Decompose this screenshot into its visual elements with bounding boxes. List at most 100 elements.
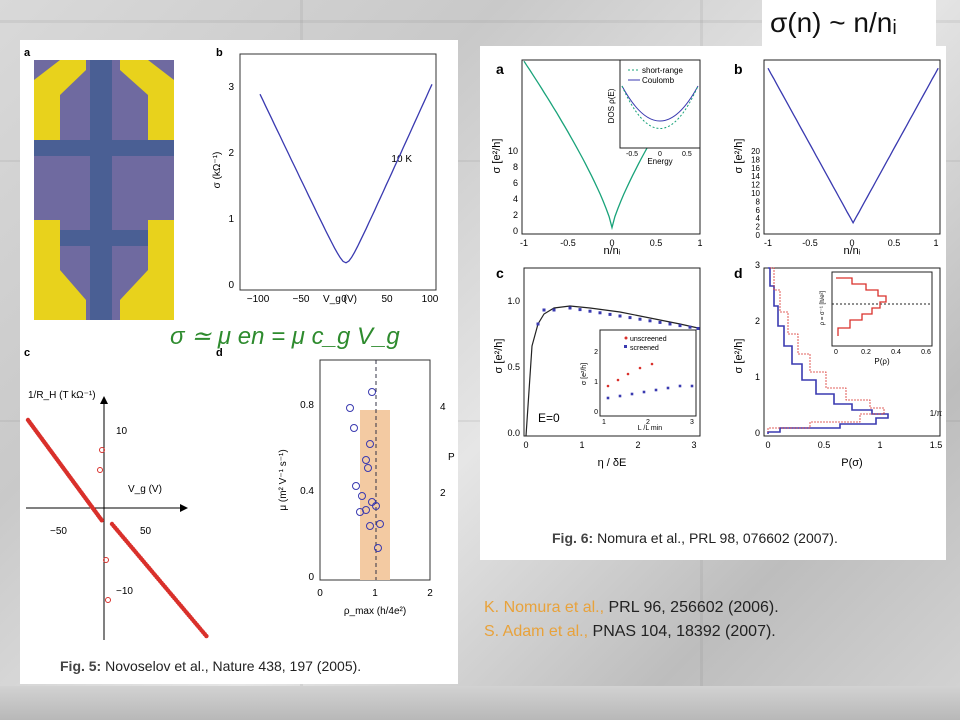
fig6-c-inset-point-blue <box>630 392 634 396</box>
fig6-d-ytick: 3 <box>755 260 760 270</box>
fig6-a-ytick: 10 <box>508 146 518 156</box>
fig6-c-annotation: E=0 <box>538 411 560 425</box>
fig6-a-xtick: 1 <box>697 238 702 248</box>
fig5-d-ticks: 0 1 2 0 0.4 0.8 2 4 <box>300 400 446 599</box>
reference-1: K. Nomura et al., PRL 96, 256602 (2006). <box>484 596 779 620</box>
fig6-c-inset-legend-swatch-2 <box>624 345 627 348</box>
fig6-b-ytick: 8 <box>756 197 761 206</box>
fig6-a-ytick: 2 <box>513 210 518 220</box>
fig5-d-point <box>366 440 374 448</box>
fig5-c-open-point <box>105 597 111 603</box>
fig6-d-inset-xtick: 0 <box>834 349 838 356</box>
fig5-c-tick-10: 10 <box>116 426 128 437</box>
fig5-b-xticks: −100 −50 0 50 100 <box>247 294 439 305</box>
fig6-c-inset-ytick: 2 <box>594 349 598 356</box>
fig6-c-xlabel: η / δE <box>598 457 627 469</box>
fig5-d-point <box>350 424 358 432</box>
fig5-d-label: d <box>216 347 223 359</box>
fig6-c-inset-legend-1: unscreened <box>630 336 667 343</box>
fig6-c-point <box>598 311 602 315</box>
fig6-b-xtick: 0.5 <box>888 238 901 248</box>
fig6-c-ytick: 0.5 <box>507 362 520 372</box>
fig6-c-inset-point-blue <box>642 390 646 394</box>
fig5-d-histogram <box>360 410 390 580</box>
fig6-d-label: d <box>734 265 743 281</box>
fig5-c-open-point <box>99 447 105 453</box>
fig5-b-curve <box>259 84 433 264</box>
fig6-d-histogram-unscreened <box>767 267 885 432</box>
fig6-b-ytick: 14 <box>751 172 760 181</box>
fig5-caption-label: Fig. 5: <box>60 658 102 674</box>
fig6-c-inset-ytick: 1 <box>594 379 598 386</box>
fig6-b-xtick: 1 <box>933 238 938 248</box>
fig6-c-xtick: 2 <box>635 440 640 450</box>
fig6-a-inset-legend-2: Coulomb <box>642 76 675 85</box>
fig5-c-xlabel: V_g (V) <box>128 484 162 495</box>
fig6-b-xtick: -1 <box>764 238 772 248</box>
fig6-c-inset-point-blue <box>606 396 610 400</box>
fig6-d-inset-frame <box>831 271 933 347</box>
fig5-b-frame <box>239 53 437 291</box>
fig6-c-point <box>628 316 632 320</box>
fig6-c-xtick: 0 <box>523 440 528 450</box>
header-formula-box: σ(n) ~ n/nᵢ <box>762 0 936 46</box>
fig6-a-inset-xlabel: Energy <box>647 157 672 166</box>
fig6-a-label: a <box>496 61 504 77</box>
fig6-c-point <box>568 306 572 310</box>
fig6-c-inset-frame <box>599 329 697 417</box>
fig6-b-xtick: -0.5 <box>802 238 818 248</box>
fig5-caption-text: Novoselov et al., Nature 438, 197 (2005)… <box>105 658 362 674</box>
fig5-d-data <box>346 388 384 552</box>
fig5-b-xtick: 0 <box>341 294 347 305</box>
fig6-c-inset-xtick: 3 <box>690 419 694 426</box>
fig6-caption-label: Fig. 6: <box>552 530 594 546</box>
fig6-c-inset-legend-2: screened <box>630 345 659 352</box>
fig6-a-inset-ylabel: DOS ρ(E) <box>607 88 616 123</box>
fig6-b-curve <box>767 67 939 225</box>
fig6-d-right-label: 1/π <box>930 409 943 418</box>
fig6-a-xtick: 0.5 <box>650 238 663 248</box>
fig6-a-ytick: 0 <box>513 226 518 236</box>
fig5-c-point <box>204 633 209 639</box>
fig5-a-label: a <box>24 47 31 59</box>
fig5-c-open-point <box>97 467 103 473</box>
fig6-c-inset-point-blue <box>654 388 658 392</box>
fig6-b-xlabel: n/nᵢ <box>843 245 860 257</box>
fig6-d-frame <box>763 267 941 437</box>
fig6-c-point <box>578 308 582 312</box>
fig5-d-xtick: 0 <box>317 588 323 599</box>
reference-2-journal: PNAS 104, 18392 (2007). <box>592 623 776 640</box>
fig5-c-tick-neg10: −10 <box>116 586 133 597</box>
fig6-c-ytick: 1.0 <box>507 296 520 306</box>
fig6-c-inset-xlabel: L /L min <box>638 425 662 432</box>
fig6-c-inset-point-red <box>616 378 620 382</box>
fig5-d-point <box>376 520 384 528</box>
fig6-c-inset-point-blue <box>618 394 622 398</box>
fig6-a-ylabel: σ [e²/h] <box>491 139 503 174</box>
fig5-d-point <box>364 464 372 472</box>
fig5-d-right-tick: 2 <box>440 488 446 499</box>
fig5-d-right-label: P <box>448 452 455 463</box>
fig6-c-inset-point-red <box>650 362 654 366</box>
fig6-c-point <box>658 320 662 324</box>
fig6-c-inset-point-red <box>606 384 610 388</box>
fig5-d-point <box>356 508 364 516</box>
fig6-c-data <box>536 306 700 330</box>
fig6-c-inset-ytick: 0 <box>594 409 598 416</box>
fig6-a-ytick: 8 <box>513 162 518 172</box>
fig6-d-ylabel: σ [e²/h] <box>733 339 745 374</box>
fig5-caption: Fig. 5: Novoselov et al., Nature 438, 19… <box>60 658 361 674</box>
fig5-d-right-tick: 4 <box>440 402 446 413</box>
fig6-d-inset-xtick: 0.4 <box>891 349 901 356</box>
fig6-c-inset-point-blue <box>678 384 682 388</box>
fig6-b-frame <box>763 59 941 235</box>
reference-1-authors: K. Nomura et al., <box>484 599 605 616</box>
fig6-a-inset-xtick-3: 0.5 <box>682 151 692 158</box>
fig6-c-inset-point-blue <box>666 386 670 390</box>
fig5-d-point <box>352 482 360 490</box>
fig6-d-ytick: 2 <box>755 316 760 326</box>
fig6-b-ytick: 0 <box>756 231 761 240</box>
fig6-c-point <box>678 324 682 328</box>
